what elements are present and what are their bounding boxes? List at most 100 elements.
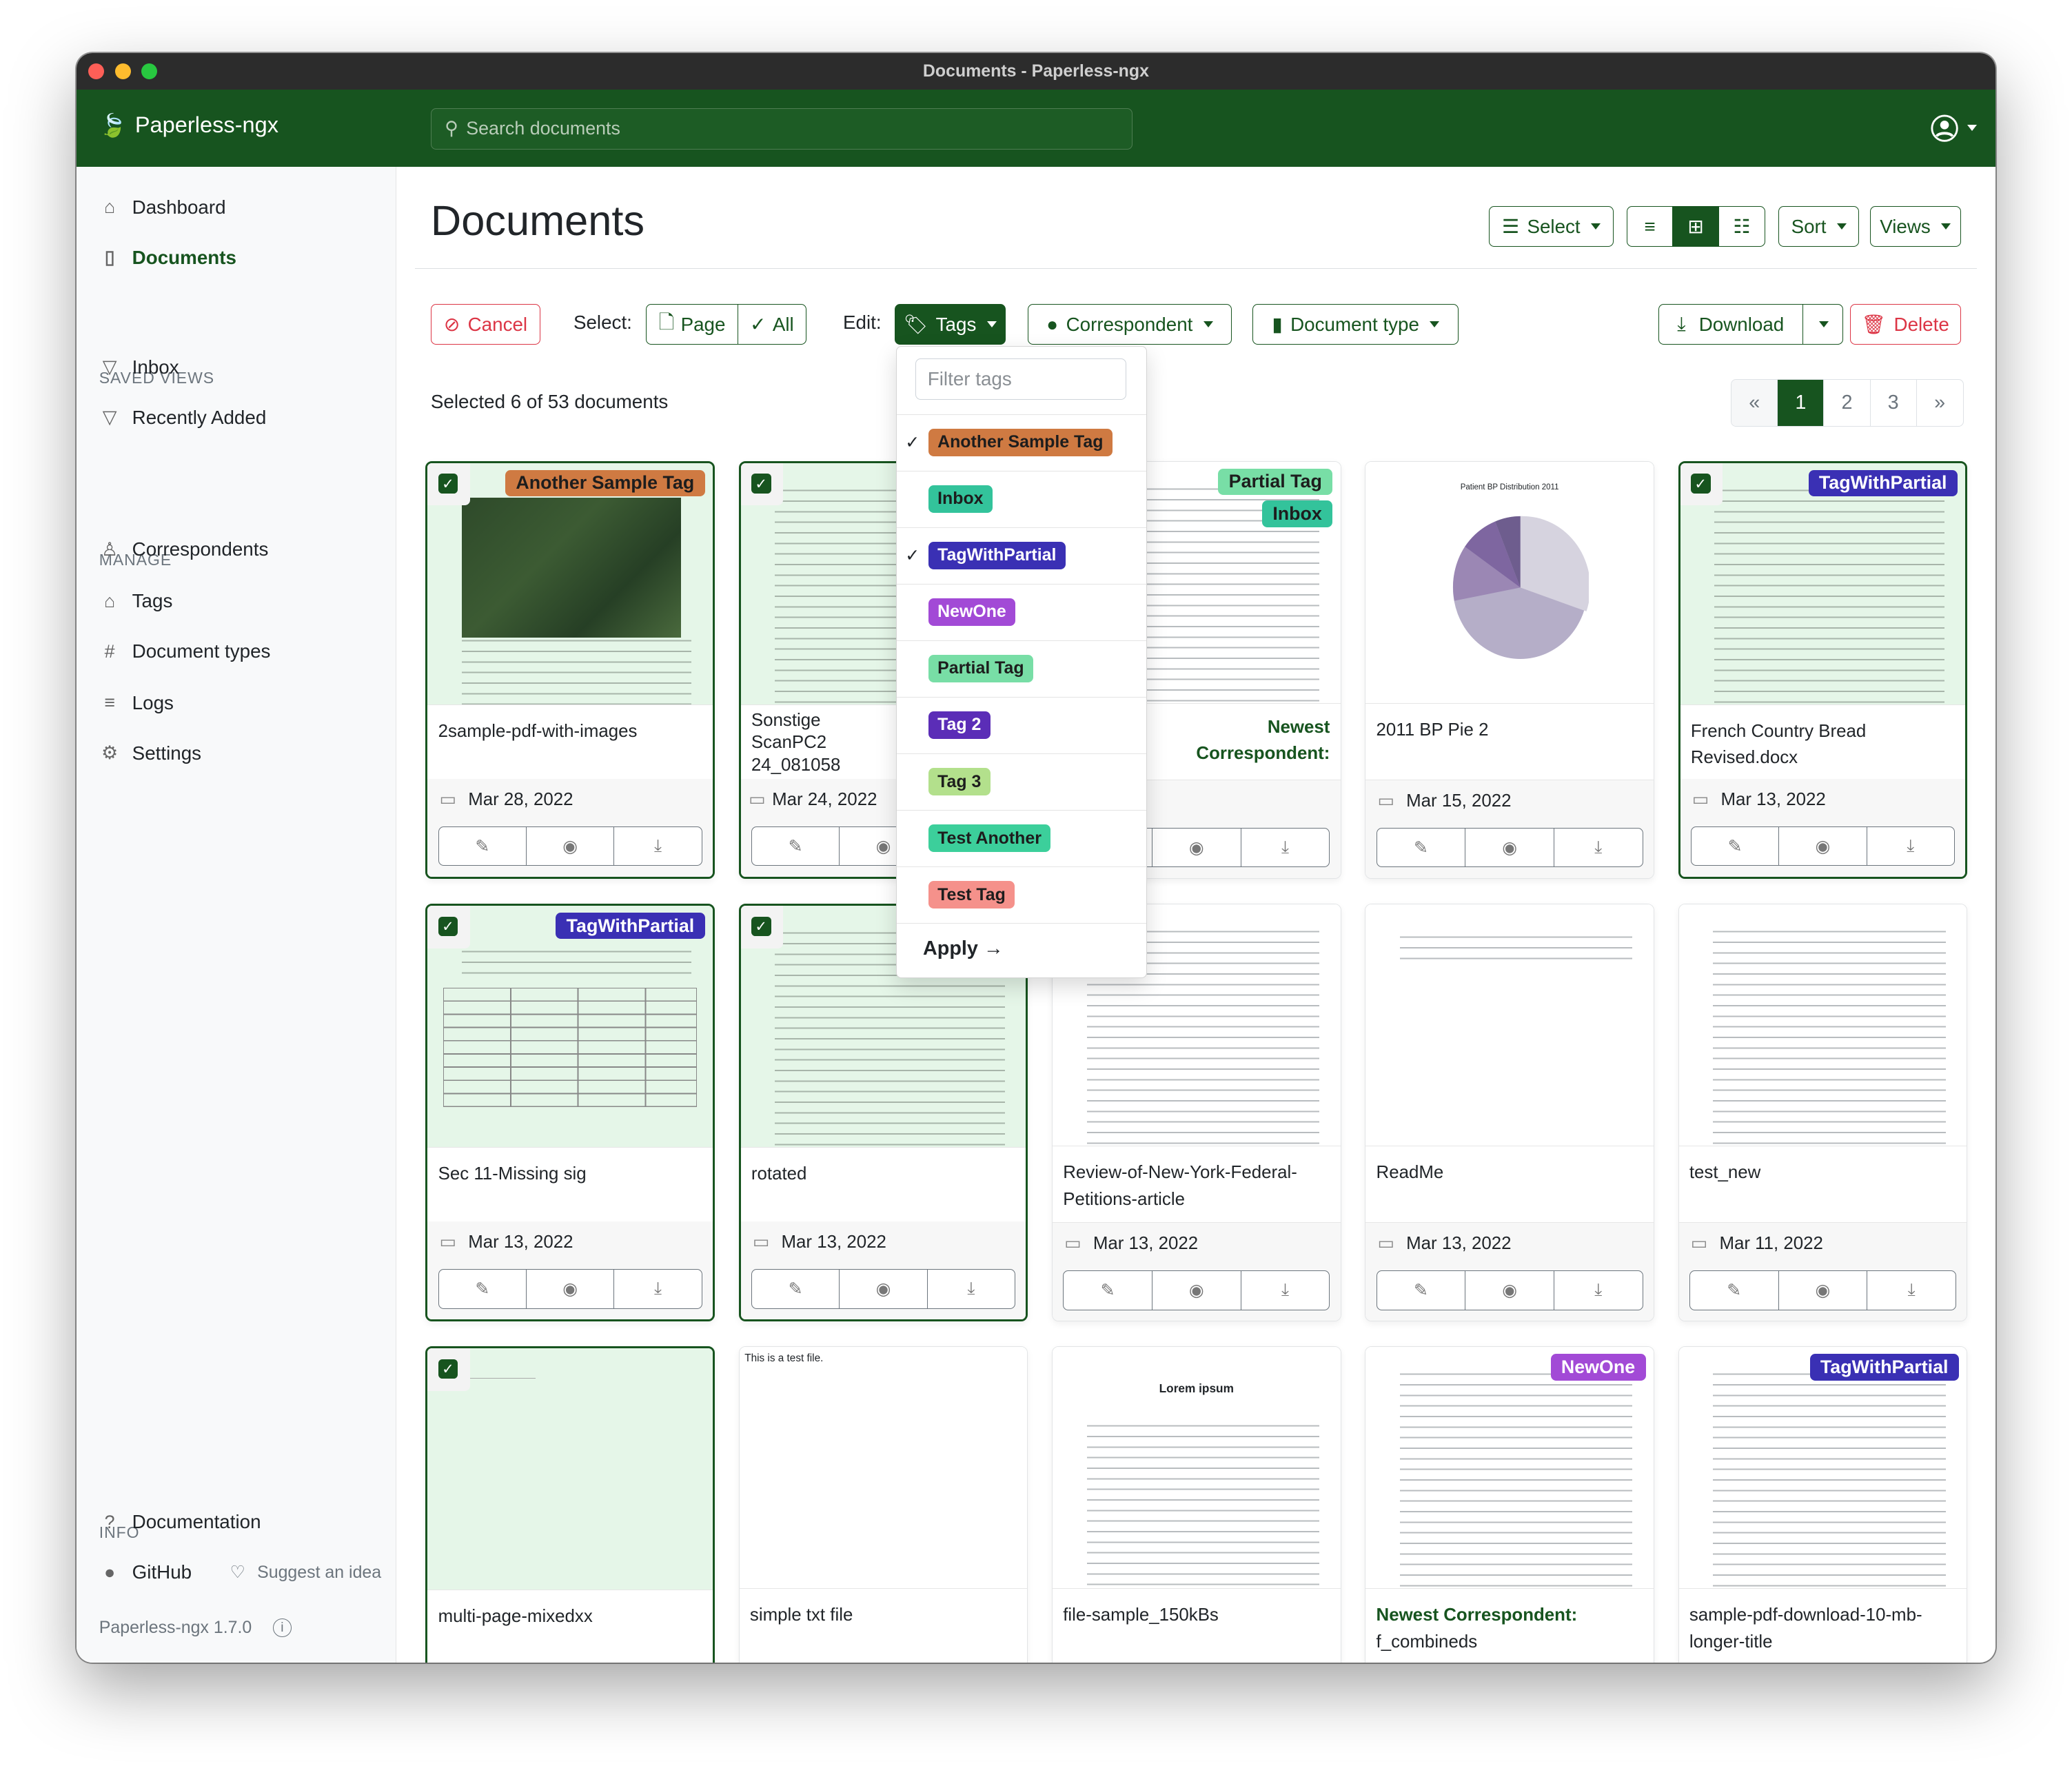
select-checkbox[interactable]: ✓	[1690, 474, 1711, 494]
edit-button[interactable]: ✎	[1064, 1271, 1152, 1310]
pagination-page-3[interactable]: 3	[1871, 380, 1917, 427]
edit-button[interactable]: ✎	[752, 1270, 840, 1308]
sort-dropdown-button[interactable]: Sort	[1778, 206, 1860, 247]
document-card[interactable]: test_new ▭ Mar 11, 2022 ✎ ◉ ⤓	[1678, 904, 1968, 1321]
correspondent-dropdown-button[interactable]: ● Correspondent	[1028, 303, 1232, 345]
preview-button[interactable]: ◉	[1152, 828, 1241, 867]
download-button[interactable]: ⤓	[928, 1270, 1015, 1308]
preview-button[interactable]: ◉	[840, 1270, 928, 1308]
document-card[interactable]: ✓multi-page-mixedxx▭✎◉⤓	[425, 1346, 715, 1663]
apply-button[interactable]: Apply →	[923, 937, 1004, 960]
select-page-button[interactable]: 🗋 Page	[647, 304, 738, 345]
document-card[interactable]: Patient BP Distribution 2011 2011 BP Pie …	[1365, 461, 1654, 879]
tag-option[interactable]: Partial Tag	[896, 640, 1146, 696]
tag-badge[interactable]: Another Sample Tag	[505, 469, 705, 497]
suggest-idea-link[interactable]: ♡ Suggest an idea	[230, 1556, 382, 1588]
document-card[interactable]: This is a test file.simple txt file▭✎◉⤓	[738, 1346, 1028, 1663]
document-thumbnail[interactable]: NewOne	[1365, 1347, 1654, 1590]
tag-option[interactable]: Tag 3	[896, 753, 1146, 809]
download-button[interactable]: ⤓ Download	[1659, 304, 1803, 345]
tag-option[interactable]: ✓ Another Sample Tag	[896, 414, 1146, 470]
document-thumbnail[interactable]: This is a test file.	[739, 1347, 1028, 1590]
sidebar-item-inbox[interactable]: ▽ Inbox	[99, 352, 179, 383]
edit-button[interactable]: ✎	[439, 1270, 527, 1308]
views-dropdown-button[interactable]: Views	[1869, 206, 1961, 247]
tag-badge[interactable]: NewOne	[1550, 1353, 1646, 1381]
document-thumbnail[interactable]: Patient BP Distribution 2011	[1365, 462, 1654, 704]
preview-button[interactable]: ◉	[527, 826, 615, 866]
tag-option[interactable]: Inbox	[896, 471, 1146, 527]
edit-button[interactable]: ✎	[752, 826, 840, 866]
select-checkbox[interactable]: ✓	[438, 474, 458, 494]
document-thumbnail[interactable]: ✓ TagWithPartial	[1680, 463, 1966, 705]
sidebar-item-logs[interactable]: ≡ Logs	[99, 687, 174, 719]
document-thumbnail[interactable]: ✓	[427, 1348, 713, 1591]
large-cards-view-button[interactable]: ☷	[1719, 207, 1765, 246]
tag-badge[interactable]: Partial Tag	[1218, 468, 1333, 496]
download-button[interactable]: ⤓	[1554, 1271, 1643, 1310]
sidebar-item-documentation[interactable]: ? Documentation	[99, 1506, 261, 1538]
cancel-selection-button[interactable]: ⊘ Cancel	[430, 303, 541, 345]
tag-option[interactable]: NewOne	[896, 584, 1146, 640]
app-logo[interactable]: 🍃 Paperless-ngx	[99, 112, 278, 139]
user-menu-button[interactable]	[1930, 114, 1977, 143]
document-card[interactable]: ✓ Another Sample Tag 2sample-pdf-with-imag…	[425, 461, 715, 879]
pagination-prev[interactable]: «	[1731, 380, 1778, 427]
edit-button[interactable]: ✎	[1377, 828, 1466, 867]
tag-option[interactable]: Tag 2	[896, 697, 1146, 753]
document-card[interactable]: ✓ rotated ▭ Mar 13, 2022 ✎ ◉ ⤓	[738, 904, 1028, 1321]
edit-button[interactable]: ✎	[1690, 1271, 1779, 1310]
correspondent-link[interactable]: Newest Correspondent:	[1376, 1605, 1578, 1625]
tag-option[interactable]: Test Another	[896, 810, 1146, 866]
document-card[interactable]: TagWithPartial sample-pdf-download-10-mb-…	[1678, 1346, 1968, 1663]
tag-badge[interactable]: TagWithPartial	[556, 912, 705, 940]
document-type-dropdown-button[interactable]: ▮ Document type	[1252, 303, 1459, 345]
preview-button[interactable]: ◉	[1465, 828, 1554, 867]
download-button[interactable]: ⤓	[1867, 1271, 1956, 1310]
details-view-button[interactable]: ≡	[1627, 207, 1674, 247]
document-thumbnail[interactable]	[1365, 904, 1654, 1146]
document-thumbnail[interactable]: TagWithPartial	[1678, 1347, 1967, 1590]
sidebar-item-correspondents[interactable]: ♙ Correspondents	[99, 534, 268, 565]
delete-button[interactable]: 🗑 Delete	[1849, 303, 1961, 345]
preview-button[interactable]: ◉	[527, 1270, 615, 1308]
tag-badge[interactable]: TagWithPartial	[1809, 1353, 1959, 1381]
tag-badge[interactable]: Inbox	[1261, 500, 1333, 527]
tag-option[interactable]: Test Tag	[896, 866, 1146, 922]
document-card[interactable]: ReadMe ▭ Mar 13, 2022 ✎ ◉ ⤓	[1365, 904, 1654, 1321]
document-card[interactable]: ✓ TagWithPartial Sec 11-Missing sig ▭ Mar 13…	[425, 904, 715, 1321]
document-thumbnail[interactable]: ✓ TagWithPartial	[427, 906, 713, 1148]
edit-button[interactable]: ✎	[1692, 826, 1780, 866]
filter-tags-input[interactable]: Filter tags	[915, 358, 1127, 400]
download-button[interactable]: ⤓	[1241, 1271, 1330, 1310]
sidebar-item-recently-added[interactable]: ▽ Recently Added	[99, 402, 267, 434]
close-window-button[interactable]	[88, 63, 105, 79]
select-all-button[interactable]: ✓ All	[738, 305, 806, 344]
maximize-window-button[interactable]	[141, 63, 158, 79]
preview-button[interactable]: ◉	[1779, 826, 1867, 866]
edit-button[interactable]: ✎	[1377, 1271, 1466, 1310]
minimize-window-button[interactable]	[114, 63, 131, 79]
download-button[interactable]: ⤓	[1241, 829, 1330, 867]
select-checkbox[interactable]: ✓	[751, 916, 771, 937]
select-checkbox[interactable]: ✓	[438, 1359, 458, 1379]
sidebar-item-dashboard[interactable]: ⌂ Dashboard	[99, 192, 226, 223]
sidebar-item-document-types[interactable]: # Document types	[99, 636, 271, 667]
document-thumbnail[interactable]	[1678, 904, 1967, 1146]
document-thumbnail[interactable]: ✓	[740, 906, 1026, 1148]
download-button[interactable]: ⤓	[614, 827, 701, 866]
tag-badge[interactable]: TagWithPartial	[1808, 469, 1958, 497]
download-options-button[interactable]	[1803, 305, 1843, 344]
download-button[interactable]: ⤓	[614, 1270, 701, 1308]
pagination-page-2[interactable]: 2	[1824, 380, 1871, 427]
tag-option[interactable]: ✓ TagWithPartial	[896, 527, 1146, 583]
pagination-next[interactable]: »	[1934, 392, 1946, 414]
select-dropdown-button[interactable]: ☰ Select	[1489, 206, 1614, 247]
preview-button[interactable]: ◉	[1152, 1271, 1241, 1310]
sidebar-item-tags[interactable]: ⌂ Tags	[99, 585, 172, 617]
edit-button[interactable]: ✎	[439, 826, 527, 866]
sidebar-item-github[interactable]: ● GitHub	[99, 1556, 192, 1588]
document-thumbnail[interactable]: ✓ Another Sample Tag	[427, 463, 713, 705]
download-button[interactable]: ⤓	[1554, 829, 1643, 867]
